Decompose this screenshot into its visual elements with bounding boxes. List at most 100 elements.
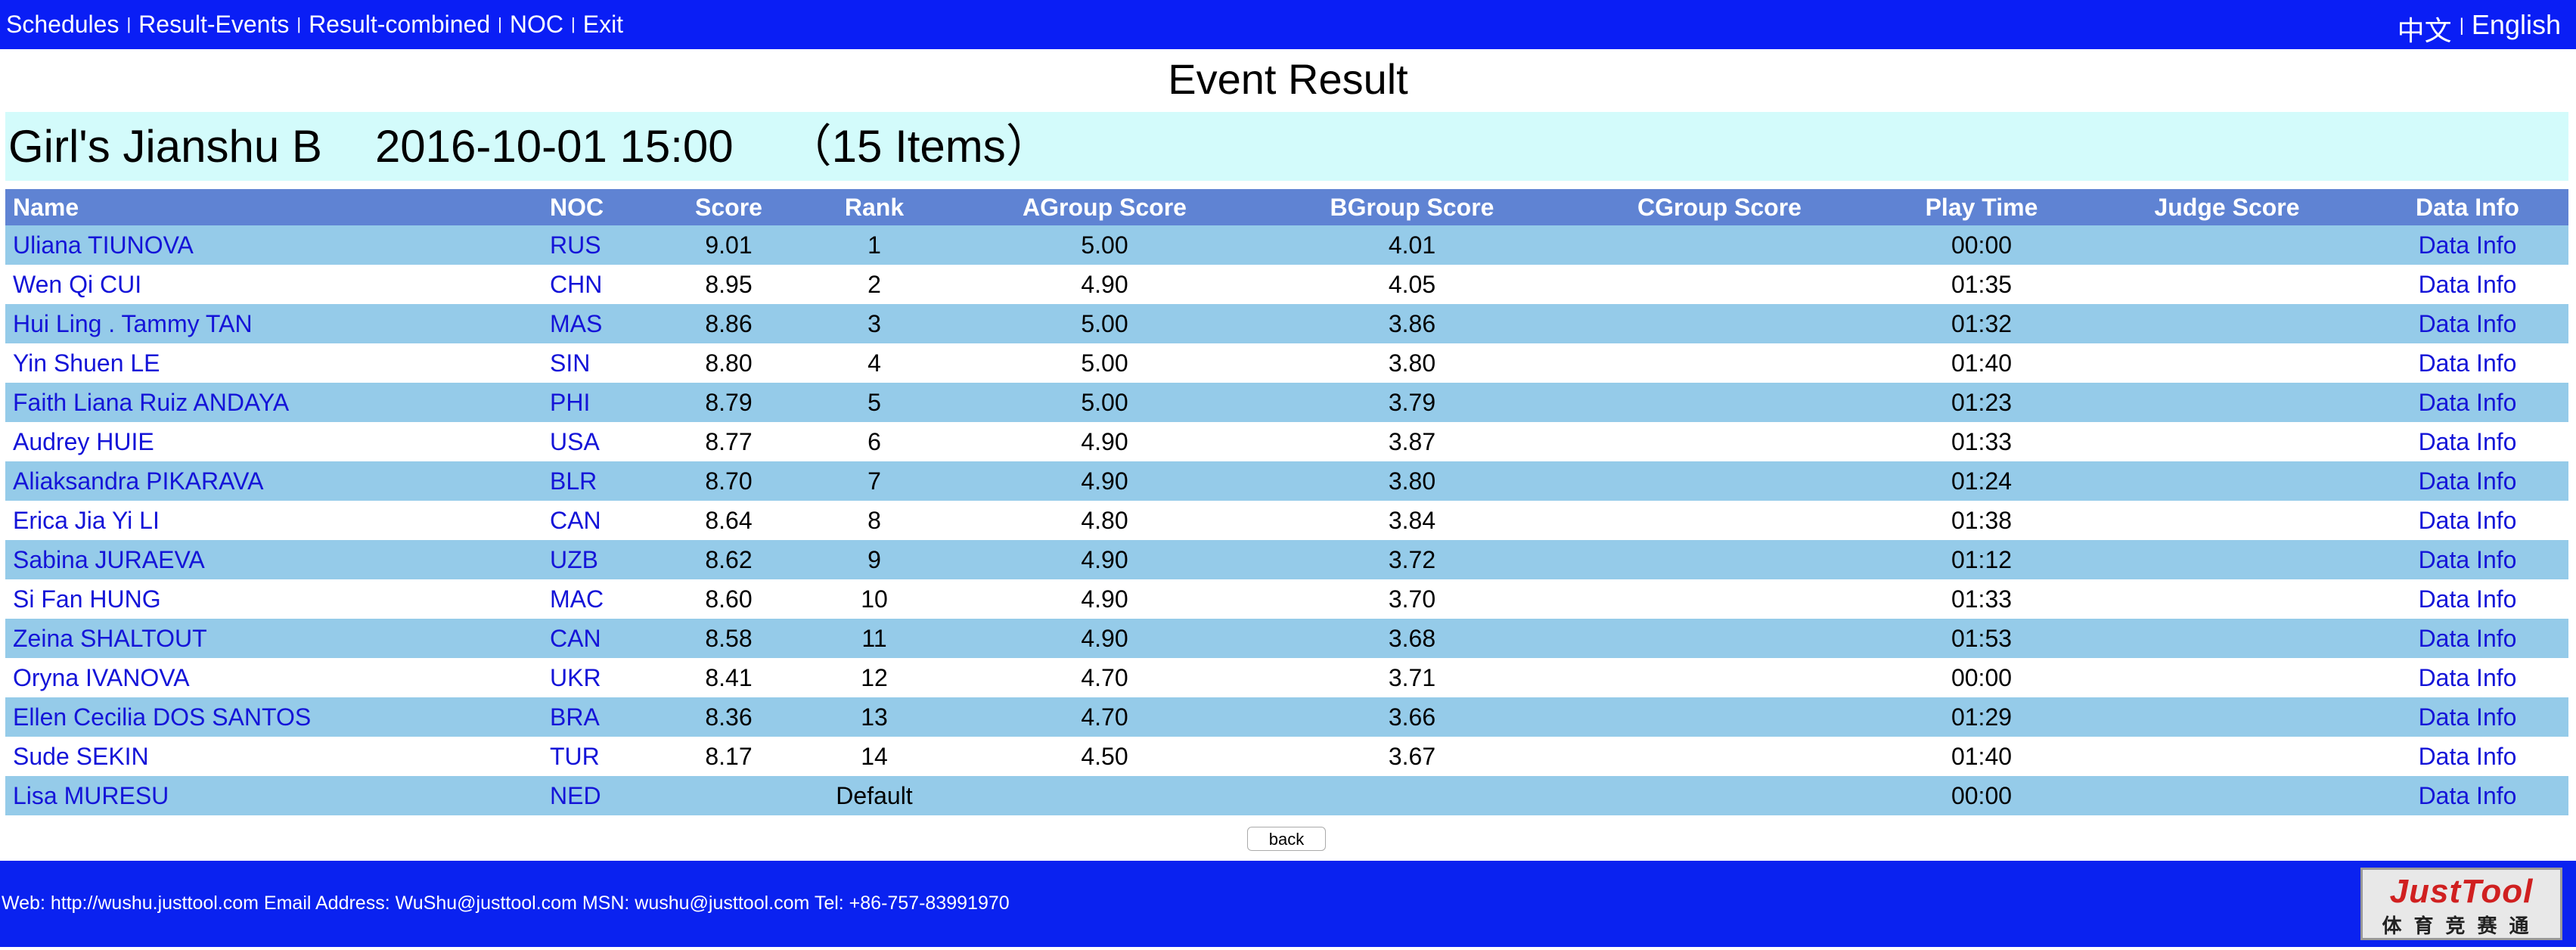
cell-agroup: 4.90 (1081, 270, 1128, 298)
nav-link[interactable]: NOC (490, 11, 563, 39)
cell-name[interactable]: Aliaksandra PIKARAVA (5, 461, 542, 501)
cell-rank: 11 (800, 619, 948, 658)
cell-noc[interactable]: USA (550, 427, 600, 455)
column-header: CGroup Score (1563, 189, 1876, 225)
cell-bgroup: 3.80 (1388, 349, 1436, 377)
cell-score (657, 776, 800, 815)
cell-noc[interactable]: UZB (542, 540, 657, 579)
cell-noc[interactable]: TUR (550, 742, 600, 770)
cell-time: 01:23 (1876, 383, 2087, 422)
language-link[interactable]: 中文 (2397, 15, 2452, 46)
cell-time: 01:24 (1876, 461, 2087, 501)
cell-bgroup: 3.66 (1261, 697, 1563, 737)
result-row: Sude SEKIN TUR 8.17 14 4.50 3.67 01:40 Data Inf… (5, 737, 2568, 776)
cell-score: 8.36 (657, 697, 800, 737)
cell-noc[interactable]: BRA (542, 697, 657, 737)
cell-bgroup: 3.67 (1388, 742, 1436, 770)
cell-time: 01:40 (1951, 742, 2013, 770)
cell-name[interactable]: Ellen Cecilia DOS SANTOS (5, 697, 542, 737)
cell-noc[interactable]: MAC (550, 585, 604, 613)
cell-noc[interactable]: CAN (550, 506, 601, 534)
cell-judge (2087, 737, 2367, 776)
cell-score: 8.79 (657, 383, 800, 422)
cell-noc[interactable]: SIN (550, 349, 591, 377)
cell-judge (2087, 776, 2367, 815)
cell-name[interactable]: Sude SEKIN (13, 742, 149, 770)
language-link[interactable]: English (2452, 9, 2561, 48)
nav-link[interactable]: Exit (563, 11, 623, 39)
cell-time: 01:53 (1876, 619, 2087, 658)
cell-score: 8.41 (705, 663, 753, 691)
cell-rank: 6 (867, 427, 881, 455)
cell-name[interactable]: Erica Jia Yi LI (13, 506, 160, 534)
cell-name[interactable]: Audrey HUIE (13, 427, 154, 455)
cell-info[interactable]: Data Info (2367, 776, 2568, 815)
cell-agroup: 4.90 (1081, 427, 1128, 455)
cell-noc[interactable]: CAN (542, 619, 657, 658)
cell-info[interactable]: Data Info (2367, 383, 2568, 422)
column-header: Judge Score (2087, 189, 2367, 225)
cell-bgroup: 4.01 (1261, 225, 1563, 265)
cell-info[interactable]: Data Info (2367, 619, 2568, 658)
cell-agroup: 4.90 (1081, 585, 1128, 613)
page-title: Event Result (1168, 55, 1408, 103)
cell-info[interactable]: Data Info (2367, 697, 2568, 737)
cell-time: 01:33 (1951, 585, 2013, 613)
cell-time: 01:40 (1951, 349, 2013, 377)
cell-info[interactable]: Data Info (2418, 585, 2517, 613)
cell-noc[interactable]: RUS (542, 225, 657, 265)
cell-name[interactable]: Uliana TIUNOVA (5, 225, 542, 265)
cell-judge (2087, 540, 2367, 579)
cell-info[interactable]: Data Info (2418, 663, 2517, 691)
cell-info[interactable]: Data Info (2418, 427, 2517, 455)
cell-name[interactable]: Wen Qi CUI (13, 270, 142, 298)
cell-name[interactable]: Yin Shuen LE (13, 349, 160, 377)
cell-noc[interactable]: MAS (542, 304, 657, 343)
cell-judge (2087, 658, 2367, 697)
cell-noc[interactable]: CHN (550, 270, 603, 298)
cell-info[interactable]: Data Info (2418, 270, 2517, 298)
back-button[interactable]: back (1247, 827, 1326, 851)
header-row: Name NOC Score Rank AGroup Score BGroup Score… (5, 189, 2568, 225)
cell-agroup: 4.50 (1081, 742, 1128, 770)
logo-text: JustTool (2389, 873, 2534, 910)
cell-rank: 2 (867, 270, 881, 298)
cell-score: 8.62 (657, 540, 800, 579)
cell-judge (2087, 265, 2367, 304)
cell-bgroup: 3.79 (1261, 383, 1563, 422)
cell-info[interactable]: Data Info (2367, 304, 2568, 343)
cell-judge (2087, 383, 2367, 422)
cell-info[interactable]: Data Info (2367, 461, 2568, 501)
nav-link[interactable]: Schedules (6, 11, 119, 38)
nav-link[interactable]: Result-Events (119, 11, 289, 39)
cell-noc[interactable]: NED (542, 776, 657, 815)
cell-info[interactable]: Data Info (2367, 225, 2568, 265)
nav-link[interactable]: Result-combined (289, 11, 490, 39)
cell-rank: 1 (800, 225, 948, 265)
event-items: （15 Items） (786, 121, 1051, 172)
cell-name[interactable]: Faith Liana Ruiz ANDAYA (5, 383, 542, 422)
cell-name[interactable]: Lisa MURESU (5, 776, 542, 815)
cell-noc[interactable]: BLR (542, 461, 657, 501)
cell-name[interactable]: Zeina SHALTOUT (5, 619, 542, 658)
cell-agroup (948, 776, 1261, 815)
cell-rank: 4 (867, 349, 881, 377)
result-row: Oryna IVANOVA UKR 8.41 12 4.70 3.71 00:00 Data … (5, 658, 2568, 697)
cell-name[interactable]: Hui Ling . Tammy TAN (5, 304, 542, 343)
cell-info[interactable]: Data Info (2418, 506, 2517, 534)
cell-noc[interactable]: PHI (542, 383, 657, 422)
cell-name[interactable]: Sabina JURAEVA (5, 540, 542, 579)
cell-judge (2087, 225, 2367, 265)
cell-time: 00:00 (1876, 776, 2087, 815)
cell-name[interactable]: Si Fan HUNG (13, 585, 161, 613)
cell-info[interactable]: Data Info (2418, 742, 2517, 770)
cell-rank: 14 (861, 742, 888, 770)
cell-info[interactable]: Data Info (2418, 349, 2517, 377)
cell-score: 8.77 (705, 427, 753, 455)
cell-noc[interactable]: UKR (550, 663, 601, 691)
footer: Web: http://wushu.justtool.com Email Add… (0, 861, 2576, 947)
cell-info[interactable]: Data Info (2367, 540, 2568, 579)
cell-judge (2087, 579, 2367, 619)
cell-name[interactable]: Oryna IVANOVA (13, 663, 190, 691)
